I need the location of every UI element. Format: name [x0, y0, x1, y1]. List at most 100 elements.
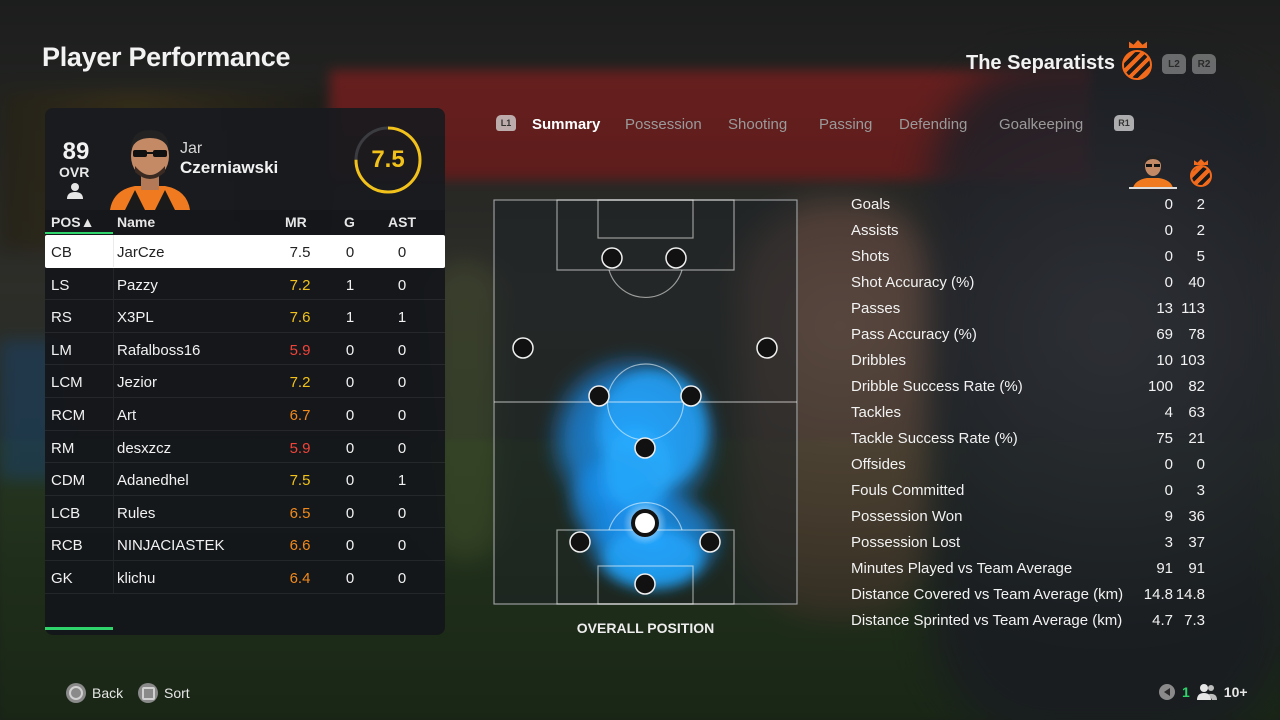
column-header-g[interactable]: G	[344, 214, 355, 230]
l1-button-icon[interactable]: L1	[496, 115, 516, 131]
r1-button-icon[interactable]: R1	[1114, 115, 1134, 131]
row-assists: 0	[397, 244, 407, 261]
tab-passing[interactable]: Passing	[819, 116, 873, 133]
stat-row: Tackles 4 63	[851, 402, 1211, 428]
row-divider	[113, 495, 114, 528]
sort-button[interactable]: Sort	[138, 683, 190, 703]
column-header-mr[interactable]: MR	[285, 214, 307, 230]
table-row[interactable]: CDM Adanedhel 7.5 0 1	[45, 463, 445, 496]
stat-label: Distance Sprinted vs Team Average (km)	[851, 612, 1123, 629]
row-player-name: Pazzy	[117, 276, 158, 294]
stat-label: Dribble Success Rate (%)	[851, 378, 1023, 395]
stat-player-value: 14.8	[1143, 586, 1173, 603]
stat-player-value: 13	[1156, 300, 1173, 317]
table-row[interactable]: CB JarCze 7.5 0 0	[45, 235, 445, 268]
stat-team-value: 82	[1188, 378, 1205, 395]
stat-team-value: 3	[1196, 482, 1205, 499]
row-assists: 0	[397, 341, 407, 359]
column-header-ast[interactable]: AST	[388, 214, 416, 230]
row-player-name: JarCze	[117, 244, 165, 261]
table-row[interactable]: LS Pazzy 7.2 1 0	[45, 267, 445, 301]
row-assists: 0	[397, 276, 407, 294]
column-header-pos[interactable]: POS▲	[51, 214, 95, 230]
row-player-name: Jezior	[117, 374, 158, 392]
column-header-name[interactable]: Name	[117, 214, 156, 230]
row-goals: 0	[345, 472, 355, 490]
table-row[interactable]: RCM Art 6.7 0 0	[45, 397, 445, 431]
row-match-rating: 7.2	[289, 276, 311, 294]
table-row[interactable]: RCB NINJACIASTEK 6.6 0 0	[45, 528, 445, 561]
person-icon	[67, 183, 83, 199]
voice-count: 1	[1182, 684, 1190, 700]
stat-team-value: 21	[1188, 430, 1205, 447]
table-row[interactable]: GK klichu 6.4 0 0	[45, 560, 445, 594]
row-player-name: Adanedhel	[117, 472, 189, 490]
table-row[interactable]: LM Rafalboss16 5.9 0 0	[45, 332, 445, 366]
stats-list: Goals 0 2 Assists 0 2 Shots 0 5 Shot Accuracy (%)…	[851, 194, 1211, 636]
table-row[interactable]: RM desxzcz 5.9 0 0	[45, 430, 445, 464]
teammate-position-dot	[699, 531, 721, 553]
r2-button-icon[interactable]: R2	[1192, 54, 1216, 74]
table-header: POS▲ Name MR G AST	[45, 210, 445, 234]
tab-shooting[interactable]: Shooting	[728, 116, 788, 133]
row-goals: 0	[345, 569, 355, 587]
table-row[interactable]: LCB Rules 6.5 0 0	[45, 495, 445, 529]
row-player-name: NINJACIASTEK	[117, 537, 225, 555]
sort-label: Sort	[164, 685, 190, 701]
stat-team-value: 103	[1179, 352, 1205, 369]
tab-defending[interactable]: Defending	[899, 116, 968, 133]
player-first-name: Jar	[180, 140, 203, 157]
stat-player-value: 0	[1164, 248, 1173, 265]
scroll-accent	[45, 627, 113, 630]
back-label: Back	[92, 685, 124, 701]
teammate-position-dot	[601, 247, 623, 269]
l2-button-icon[interactable]: L2	[1162, 54, 1186, 74]
row-goals: 0	[345, 439, 355, 457]
row-position: CDM	[51, 472, 86, 490]
tab-possession[interactable]: Possession	[625, 116, 702, 133]
row-player-name: X3PL	[117, 309, 154, 327]
back-button[interactable]: Back	[66, 683, 123, 703]
stat-team-value: 2	[1196, 196, 1205, 213]
stat-label: Shot Accuracy (%)	[851, 274, 975, 291]
stat-label: Distance Covered vs Team Average (km)	[851, 586, 1124, 603]
row-assists: 0	[397, 406, 407, 424]
teammate-position-dot	[569, 531, 591, 553]
sort-indicator	[45, 232, 113, 234]
row-position: LCM	[51, 374, 83, 392]
tab-summary[interactable]: Summary	[532, 116, 601, 133]
stat-player-value: 10	[1156, 352, 1173, 369]
row-assists: 0	[397, 439, 407, 457]
stat-team-value: 14.8	[1175, 586, 1205, 603]
row-goals: 0	[345, 244, 355, 261]
table-row[interactable]: LCM Jezior 7.2 0 0	[45, 365, 445, 398]
player-card: 89 OVR Jar Czerniawski 7.5	[45, 108, 445, 210]
row-match-rating: 7.5	[289, 244, 311, 261]
row-player-name: klichu	[117, 569, 156, 587]
row-position: RS	[51, 309, 72, 327]
team-name: The Separatists	[966, 52, 1115, 74]
stat-label: Dribbles	[851, 352, 907, 369]
stat-label: Offsides	[851, 456, 906, 473]
row-divider	[113, 560, 114, 593]
pitch-lines	[493, 199, 798, 605]
tab-goalkeeping[interactable]: Goalkeeping	[999, 116, 1084, 133]
stat-player-value: 0	[1164, 196, 1173, 213]
team-stat-crest-icon	[1190, 159, 1214, 189]
row-divider	[113, 235, 114, 267]
stat-label: Goals	[851, 196, 891, 213]
row-match-rating: 6.7	[289, 406, 311, 424]
stat-team-value: 113	[1181, 300, 1205, 317]
row-match-rating: 7.6	[289, 309, 311, 327]
row-position: RCB	[51, 537, 83, 555]
row-player-name: Rules	[117, 504, 156, 522]
teammate-position-dot	[634, 437, 656, 459]
row-goals: 1	[345, 309, 355, 327]
match-rating-value: 7.5	[371, 146, 405, 173]
match-rating-ring	[354, 126, 422, 194]
stat-player-value: 0	[1164, 456, 1173, 473]
table-row[interactable]: RS X3PL 7.6 1 1	[45, 300, 445, 333]
row-divider	[113, 397, 114, 430]
stat-label: Tackle Success Rate (%)	[851, 430, 1018, 447]
stat-label: Shots	[851, 248, 890, 265]
